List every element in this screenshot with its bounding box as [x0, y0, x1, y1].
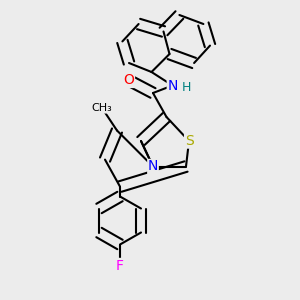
Text: N: N: [148, 160, 158, 173]
Text: O: O: [124, 74, 134, 87]
Text: F: F: [116, 259, 124, 272]
Text: S: S: [184, 134, 194, 148]
Text: CH₃: CH₃: [92, 103, 112, 113]
Text: N: N: [167, 79, 178, 92]
Text: H: H: [182, 81, 192, 94]
